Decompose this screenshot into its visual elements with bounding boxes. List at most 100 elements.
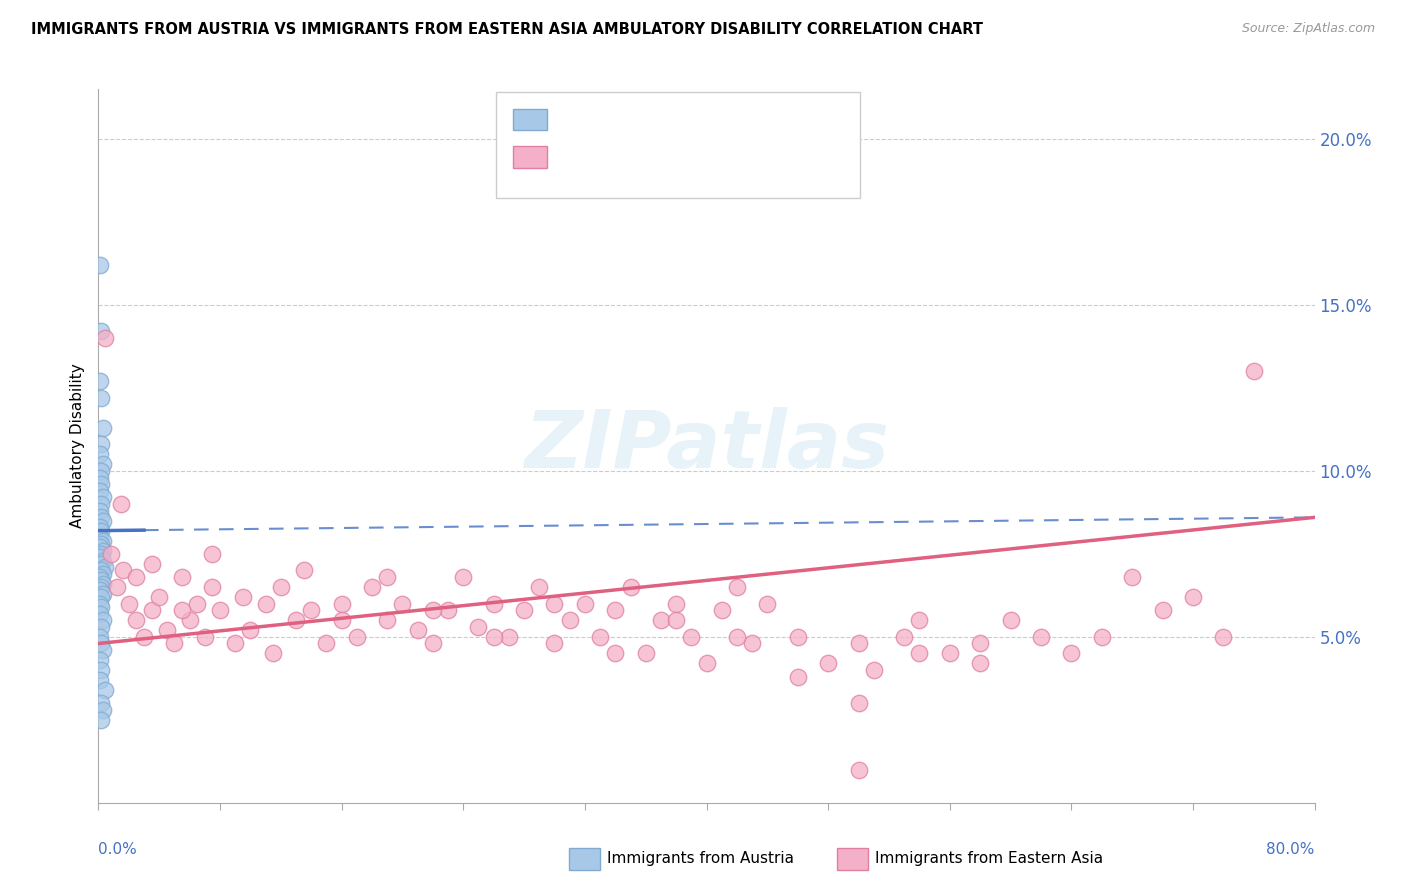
Point <box>299 603 322 617</box>
Point <box>665 597 688 611</box>
Point <box>848 636 870 650</box>
Point <box>89 470 111 484</box>
Point <box>90 580 112 594</box>
Point <box>100 547 122 561</box>
Point <box>467 620 489 634</box>
Point <box>650 613 672 627</box>
Point <box>141 557 163 571</box>
Point <box>163 636 186 650</box>
Text: R =: R = <box>555 110 592 128</box>
Point <box>148 590 170 604</box>
Point <box>90 636 112 650</box>
Point <box>1152 603 1174 617</box>
Point <box>186 597 208 611</box>
Point <box>90 325 112 339</box>
Text: 80.0%: 80.0% <box>1267 842 1315 856</box>
Point <box>89 607 111 621</box>
Point <box>90 510 112 524</box>
Point <box>89 570 111 584</box>
Point <box>201 547 224 561</box>
Point <box>90 464 112 478</box>
Point <box>90 574 112 588</box>
Point <box>224 636 246 650</box>
Point <box>170 603 193 617</box>
Point <box>170 570 193 584</box>
Point <box>89 540 111 554</box>
Point <box>89 374 111 388</box>
Point <box>375 570 398 584</box>
Point <box>498 630 520 644</box>
Point <box>574 597 596 611</box>
Point <box>118 597 141 611</box>
Point <box>91 533 114 548</box>
Point <box>741 636 763 650</box>
Point <box>91 421 114 435</box>
Point <box>292 564 315 578</box>
Point <box>848 763 870 777</box>
Text: N =: N = <box>676 110 713 128</box>
Point <box>453 570 475 584</box>
Point <box>91 576 114 591</box>
Point <box>361 580 384 594</box>
Point <box>1212 630 1234 644</box>
Point <box>90 437 112 451</box>
Text: 0.0%: 0.0% <box>98 842 138 856</box>
Point <box>93 331 115 345</box>
Point <box>90 547 112 561</box>
Point <box>422 636 444 650</box>
Point <box>605 603 627 617</box>
Point <box>89 447 111 461</box>
Point <box>90 557 112 571</box>
Point <box>1000 613 1022 627</box>
Point <box>406 624 429 638</box>
Point <box>89 653 111 667</box>
Point <box>939 647 962 661</box>
Point <box>91 553 114 567</box>
Point <box>786 670 808 684</box>
Point <box>125 570 148 584</box>
Point <box>529 580 551 594</box>
Point <box>239 624 262 638</box>
Point <box>665 613 688 627</box>
Point <box>90 477 112 491</box>
Point <box>90 391 112 405</box>
Point <box>194 630 217 644</box>
Point <box>756 597 779 611</box>
Point <box>91 514 114 528</box>
Point <box>330 597 353 611</box>
Text: 53: 53 <box>720 110 742 128</box>
Point <box>90 537 112 551</box>
Point <box>90 599 112 614</box>
Point <box>105 580 128 594</box>
Text: ZIPatlas: ZIPatlas <box>524 407 889 485</box>
Point <box>89 483 111 498</box>
Point <box>375 613 398 627</box>
Point <box>285 613 308 627</box>
Point <box>90 590 112 604</box>
Point <box>89 258 111 272</box>
Point <box>93 682 115 697</box>
Point <box>141 603 163 617</box>
Point <box>710 603 733 617</box>
Point <box>634 647 657 661</box>
Text: IMMIGRANTS FROM AUSTRIA VS IMMIGRANTS FROM EASTERN ASIA AMBULATORY DISABILITY CO: IMMIGRANTS FROM AUSTRIA VS IMMIGRANTS FR… <box>31 22 983 37</box>
Point <box>725 580 748 594</box>
Point <box>90 663 112 677</box>
Point <box>90 713 112 727</box>
Point <box>330 613 353 627</box>
Point <box>893 630 915 644</box>
Point <box>179 613 201 627</box>
Text: N =: N = <box>676 147 713 165</box>
Point <box>437 603 460 617</box>
Text: Immigrants from Austria: Immigrants from Austria <box>607 851 794 865</box>
Point <box>89 597 111 611</box>
Point <box>270 580 292 594</box>
Point <box>125 613 148 627</box>
Point <box>786 630 808 644</box>
Text: Source: ZipAtlas.com: Source: ZipAtlas.com <box>1241 22 1375 36</box>
Point <box>391 597 413 611</box>
Point <box>725 630 748 644</box>
Point <box>91 566 114 581</box>
Y-axis label: Ambulatory Disability: Ambulatory Disability <box>70 364 86 528</box>
Point <box>482 630 505 644</box>
